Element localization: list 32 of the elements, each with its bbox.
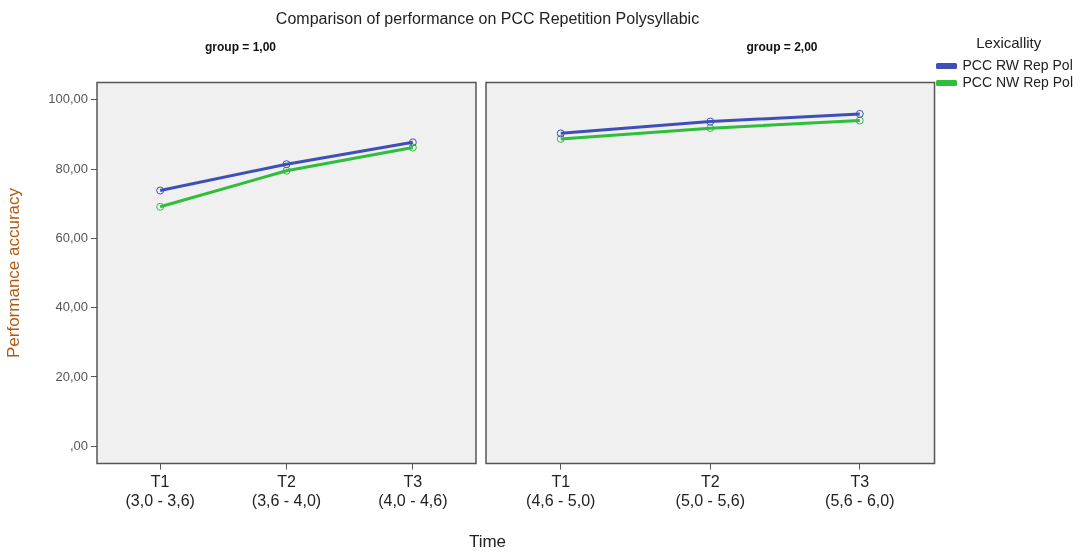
x-tick-label: T3 (4,0 - 4,6): [378, 472, 448, 509]
point: [855, 109, 864, 118]
x-tick-label: T2 (3,6 - 4,0): [251, 472, 322, 509]
point: [855, 116, 864, 125]
point: [556, 129, 565, 138]
point: [556, 134, 565, 143]
point: [408, 143, 417, 152]
x-tick-label: T1 (3,0 - 3,6): [125, 472, 195, 509]
y-tick-label: 40,00: [55, 299, 88, 315]
point: [282, 160, 291, 169]
x-tick-label: T2 (5,0 - 5,6): [675, 472, 745, 509]
x-axis-title: Time: [467, 532, 508, 552]
chart-subtitle: group = 2,00: [746, 39, 818, 54]
point: [156, 186, 165, 195]
point: [408, 138, 417, 147]
y-tick-label: 80,00: [55, 160, 88, 176]
x-tick-label: T1 (4,6 - 5,0): [526, 472, 596, 509]
legend-title: Lexicallity: [976, 33, 1042, 51]
y-tick-label: 100,00: [48, 91, 88, 107]
point: [706, 124, 715, 133]
y-axis-title: Performance accuracy: [3, 187, 23, 359]
point: [282, 166, 291, 175]
x-tick-label: T3 (5,6 - 6,0): [825, 472, 895, 509]
y-tick-label: ,00: [69, 437, 88, 453]
chart-title: Comparison of performance on PCC Repetition Polysyllabic: [274, 10, 701, 28]
y-tick-label: 60,00: [55, 229, 88, 245]
legend-label: PCC RW Rep Pol: [962, 56, 1073, 73]
point: [706, 117, 715, 126]
point: [156, 202, 165, 211]
legend-label: PCC NW Rep Pol: [962, 73, 1073, 90]
chart-subtitle: group = 1,00: [204, 39, 277, 54]
y-tick-label: 20,00: [55, 368, 88, 384]
